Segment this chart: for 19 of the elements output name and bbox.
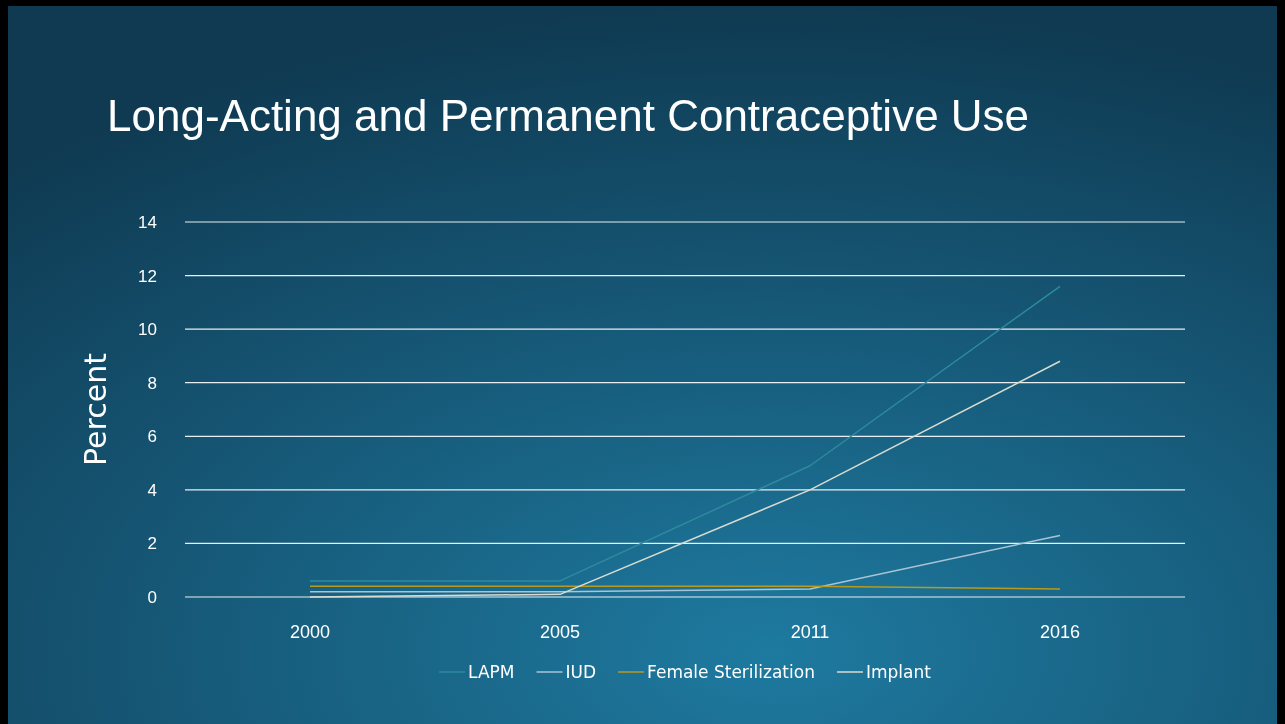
y-tick-label: 12 [138, 266, 157, 286]
line-series [309, 360, 1061, 598]
chart-title: Long-Acting and Permanent Contraceptive Use [107, 91, 1030, 140]
y-tick-label: 6 [147, 427, 157, 447]
x-tick-label: 2011 [790, 621, 830, 642]
x-tick-label: 2016 [1039, 621, 1081, 642]
y-tick-label: 10 [138, 320, 157, 340]
x-tick-label: 2000 [289, 621, 331, 642]
legend-label: Female Sterilization [647, 662, 815, 682]
legend-label: LAPM [468, 662, 515, 682]
legend-label: Implant [865, 662, 932, 682]
y-tick-label: 14 [138, 212, 157, 232]
y-tick-label: 2 [147, 534, 157, 554]
x-tick-label: 2005 [539, 621, 581, 642]
legend-label: IUD [565, 662, 597, 682]
y-tick-label: 4 [147, 480, 157, 500]
y-tick-label: 0 [147, 587, 157, 607]
y-axis-title: Percent [78, 352, 113, 466]
y-tick-label: 8 [147, 373, 157, 393]
